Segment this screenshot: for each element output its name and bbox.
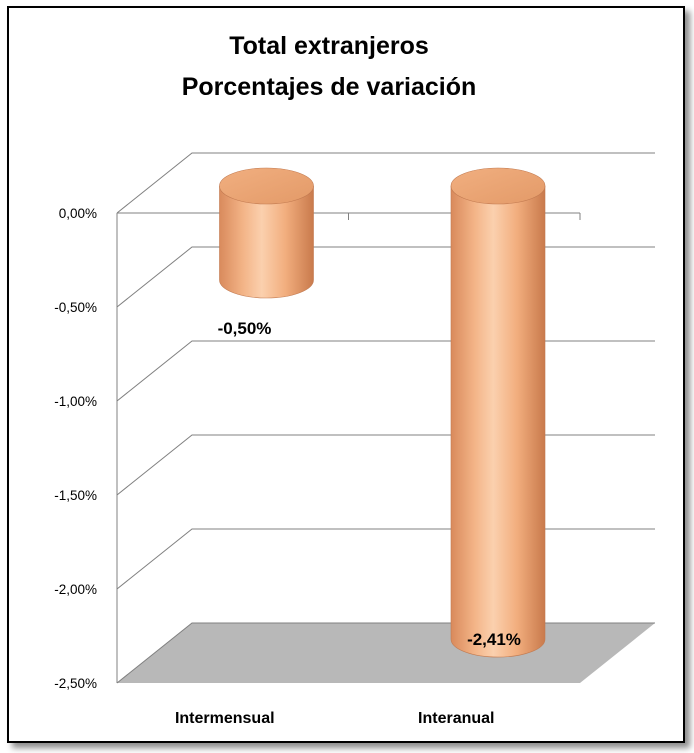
gridline — [116, 152, 655, 214]
plot-area: 0,00% -0,50% -1,00% -1,50% -2,00% -2,50% -0,50… — [54, 152, 655, 727]
y-tick-label: 0,00% — [59, 206, 97, 221]
gridline — [116, 434, 655, 496]
bar-cylinder — [450, 185, 546, 658]
chart-title-line-2: Porcentajes de variación — [182, 73, 477, 101]
chart-floor — [117, 623, 655, 683]
x-category-label: Interanual — [418, 710, 494, 727]
y-tick-label: -2,50% — [54, 676, 97, 691]
gridline — [116, 246, 655, 308]
y-tick-label: -1,00% — [54, 394, 97, 409]
chart-title-line-1: Total extranjeros — [229, 32, 429, 60]
x-category-label: Intermensual — [175, 710, 275, 727]
y-tick-label: -0,50% — [54, 300, 97, 315]
bar-cap — [450, 167, 546, 205]
gridline — [116, 340, 655, 402]
y-tick-label: -2,00% — [54, 582, 97, 597]
y-tick-label: -1,50% — [54, 488, 97, 503]
chart-frame — [7, 6, 685, 743]
bar-cylinder — [219, 185, 314, 299]
gridline — [116, 528, 655, 590]
data-label: -2,41% — [467, 630, 521, 649]
bar-cap — [219, 167, 314, 205]
data-label: -0,50% — [218, 319, 272, 338]
